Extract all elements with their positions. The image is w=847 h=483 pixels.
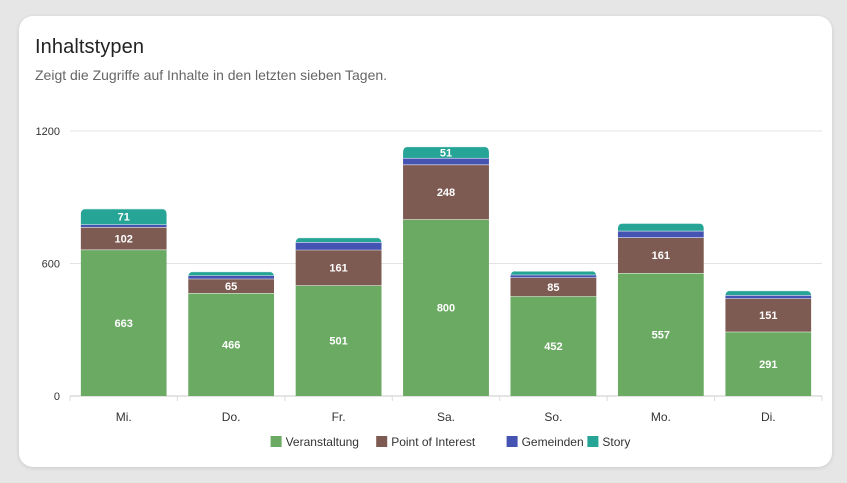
bar-segment-gemeinden (295, 242, 382, 250)
legend-item[interactable]: Point of Interest (376, 435, 476, 449)
data-label: 85 (547, 282, 559, 294)
legend-swatch (376, 436, 388, 447)
legend-item[interactable]: Gemeinden (506, 435, 584, 449)
chart-card-title: Inhaltstypen (35, 36, 145, 58)
bar-segment-point-of-interest (617, 237, 704, 273)
bar-stack (725, 290, 812, 396)
data-label: 161 (329, 263, 347, 275)
legend-label: Gemeinden (522, 435, 584, 449)
bar-segment-story (188, 271, 275, 276)
x-category-label: Di. (761, 410, 776, 424)
bar-segment-story (295, 237, 382, 243)
bar-segment-story (403, 146, 489, 158)
x-category-label: Sa. (437, 410, 455, 424)
bar-segment-story (725, 290, 812, 296)
x-category-label: Do. (222, 410, 241, 424)
data-label: 291 (759, 359, 777, 371)
bar-stack (510, 271, 597, 396)
data-label: 151 (759, 310, 777, 322)
y-tick-label: 1200 (36, 126, 60, 138)
legend-label: Story (602, 435, 630, 449)
x-category-label: Fr. (332, 410, 346, 424)
bar-stack (188, 271, 275, 396)
bar-segment-veranstaltung (617, 272, 704, 396)
legend-swatch (587, 436, 599, 447)
data-label: 800 (437, 303, 455, 315)
y-tick-label: 600 (42, 259, 60, 271)
data-label: 102 (115, 233, 133, 245)
x-category-label: So. (544, 410, 562, 424)
bar-stack (80, 208, 167, 396)
bar-segment-point-of-interest (725, 298, 812, 332)
legend-swatch (270, 436, 282, 447)
data-label: 501 (329, 336, 347, 348)
data-label: 65 (225, 281, 237, 293)
data-label: 248 (437, 187, 455, 199)
legend-swatch (506, 436, 518, 447)
bar-segment-gemeinden (725, 295, 812, 299)
legend-label: Point of Interest (391, 435, 476, 449)
data-label: 161 (652, 250, 670, 262)
bar-segment-veranstaltung (188, 293, 275, 396)
bar-segment-point-of-interest (510, 277, 597, 297)
bar-segment-veranstaltung (403, 219, 489, 396)
legend-item[interactable]: Story (587, 435, 630, 449)
bar-segment-point-of-interest (295, 249, 382, 286)
legend-label: Veranstaltung (286, 435, 359, 449)
bar-segment-veranstaltung (510, 296, 597, 396)
data-label: 51 (440, 147, 452, 159)
data-label: 557 (652, 329, 670, 341)
bar-segment-gemeinden (617, 230, 704, 238)
legend-item[interactable]: Veranstaltung (270, 435, 359, 449)
bar-segment-gemeinden (403, 157, 489, 165)
bar-segment-veranstaltung (80, 249, 167, 396)
bar-segment-story (510, 271, 597, 275)
bar-stack (403, 146, 489, 396)
bar-segment-story (80, 208, 167, 225)
data-label: 71 (118, 212, 130, 224)
bar-stack (617, 223, 704, 396)
bar-segment-gemeinden (80, 224, 167, 228)
data-label: 466 (222, 340, 240, 352)
bar-stack (295, 237, 382, 396)
bar-segment-story (617, 223, 704, 231)
bar-segment-veranstaltung (725, 331, 812, 396)
bar-segment-point-of-interest (188, 278, 275, 294)
y-tick-label: 0 (54, 391, 60, 403)
bar-segment-gemeinden (188, 275, 275, 279)
bar-segment-point-of-interest (403, 164, 489, 220)
bar-segment-gemeinden (510, 274, 597, 278)
data-label: 663 (115, 318, 133, 330)
x-category-label: Mo. (651, 410, 671, 424)
bar-segment-point-of-interest (80, 227, 167, 250)
bar-segment-veranstaltung (295, 285, 382, 396)
x-category-label: Mi. (116, 410, 132, 424)
data-label: 452 (544, 341, 562, 353)
chart-card-subtitle: Zeigt die Zugriffe auf Inhalte in den le… (35, 67, 388, 83)
